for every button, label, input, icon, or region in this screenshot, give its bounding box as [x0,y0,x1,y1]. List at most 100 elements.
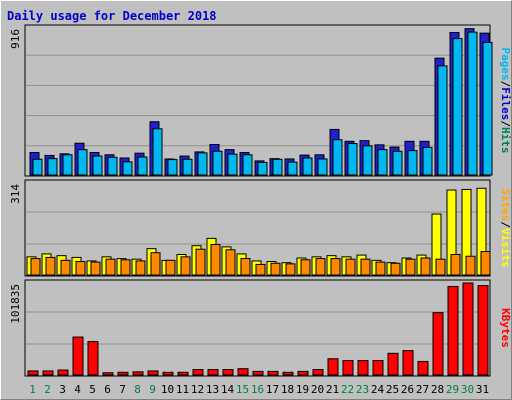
bar-visits-3 [60,259,71,276]
x-tick-label: 31 [476,383,489,396]
x-tick-label: 25 [386,383,399,396]
bar-visits-26 [405,258,416,276]
x-tick-label: 9 [149,383,156,396]
bar-visits-20 [315,258,326,276]
bar-visits-16 [255,263,266,276]
bar-hits-22 [347,143,358,176]
bar-visits-6 [105,258,116,276]
bar-visits-15 [240,258,251,276]
bar-kbytes-22 [342,360,354,376]
bar-kbytes-10 [162,371,174,376]
x-tick-label: 16 [251,383,264,396]
x-tick-label: 22 [341,383,354,396]
bar-kbytes-2 [42,370,54,376]
bar-visits-2 [45,256,56,276]
bar-visits-13 [210,244,221,276]
bar-kbytes-11 [177,371,189,376]
bar-visits-21 [330,258,341,276]
x-tick-label: 27 [416,383,429,396]
x-tick-label: 11 [176,383,189,396]
legend-sites-visits: Sites/Visits [499,188,512,268]
bar-visits-12 [195,248,206,276]
bar-visits-27 [420,257,431,276]
bar-visits-19 [300,259,311,276]
bar-kbytes-3 [57,369,69,376]
bar-visits-1 [30,258,41,276]
bar-hits-30 [467,31,478,176]
bar-hits-23 [362,145,373,176]
x-tick-label: 26 [401,383,414,396]
bar-hits-2 [47,158,58,176]
bar-hits-1 [32,158,43,176]
bar-kbytes-18 [282,371,294,376]
bar-kbytes-7 [117,371,129,376]
x-tick-label: 20 [311,383,324,396]
bar-visits-25 [390,262,401,276]
bar-hits-19 [302,157,313,176]
x-tick-label: 4 [74,383,81,396]
x-tick-label: 23 [356,383,369,396]
bar-visits-24 [375,261,386,276]
x-tick-label: 1 [29,383,36,396]
bar-visits-17 [270,262,281,276]
bar-hits-26 [407,150,418,176]
bar-visits-11 [180,256,191,276]
x-tick-label: 10 [161,383,174,396]
bar-kbytes-13 [207,369,219,376]
bar-kbytes-30 [462,282,474,376]
bar-kbytes-16 [252,370,264,376]
bar-visits-18 [285,263,296,276]
x-tick-label: 6 [104,383,111,396]
legend-label: Visits [499,228,512,268]
legend-label: Hits [499,127,512,154]
bar-hits-14 [227,153,238,176]
bar-kbytes-23 [357,360,369,376]
bar-hits-18 [287,161,298,176]
bar-hits-31 [482,41,493,176]
x-tick-label: 13 [206,383,219,396]
bar-hits-29 [452,38,463,176]
bar-hits-24 [377,149,388,176]
x-tick-label: 5 [89,383,96,396]
bar-hits-12 [197,152,208,176]
bar-hits-8 [137,156,148,176]
x-tick-label: 12 [191,383,204,396]
bar-hits-13 [212,150,223,176]
x-tick-label: 21 [326,383,339,396]
x-tick-label: 8 [134,383,141,396]
x-tick-label: 7 [119,383,126,396]
legend-label: Sites [499,188,512,221]
bar-kbytes-4 [72,336,84,376]
x-tick-label: 24 [371,383,385,396]
x-tick-label: 28 [431,383,444,396]
bar-kbytes-6 [102,372,114,376]
bar-visits-22 [345,258,356,276]
bar-hits-4 [77,149,88,176]
bar-hits-3 [62,154,73,176]
bar-visits-7 [120,259,131,276]
bar-kbytes-12 [192,369,204,376]
bar-kbytes-17 [267,370,279,376]
bar-hits-9 [152,128,163,176]
bar-visits-31 [480,251,491,276]
bar-hits-6 [107,156,118,176]
bar-hits-10 [167,159,178,176]
bar-hits-20 [317,158,328,176]
bar-kbytes-9 [147,370,159,376]
bar-kbytes-5 [87,341,99,376]
x-tick-label: 14 [221,383,235,396]
x-tick-label: 19 [296,383,309,396]
y-max-label: 314 [9,184,22,204]
x-tick-label: 29 [446,383,459,396]
bar-visits-28 [435,258,446,276]
chart-title: Daily usage for December 2018 [7,9,217,23]
bar-visits-4 [75,261,86,276]
bar-kbytes-26 [402,350,414,376]
bar-kbytes-15 [237,368,249,376]
bar-visits-9 [150,252,161,276]
bar-hits-15 [242,154,253,176]
bar-hits-16 [257,161,268,176]
bar-kbytes-27 [417,360,429,376]
x-tick-label: 3 [59,383,66,396]
